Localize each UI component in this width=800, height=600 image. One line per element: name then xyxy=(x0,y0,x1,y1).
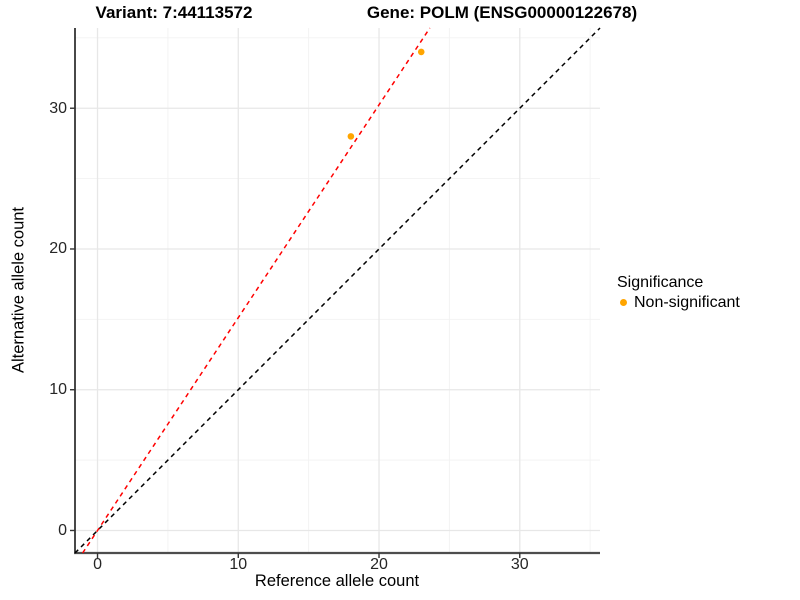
identity-line xyxy=(74,27,601,554)
variant-title: Variant: 7:44113572 xyxy=(95,3,253,22)
legend-point-marker xyxy=(620,299,627,306)
y-axis-title: Alternative allele count xyxy=(9,206,28,374)
x-tick-label: 0 xyxy=(93,556,102,573)
legend-title: Significance xyxy=(617,274,704,291)
x-tick-label: 20 xyxy=(370,556,388,573)
allelic-ratio-fit-line xyxy=(82,27,431,554)
y-tick-label: 20 xyxy=(49,240,67,258)
legend-item: Non-significant xyxy=(617,293,740,312)
x-tick-label: 10 xyxy=(229,556,248,573)
legend-item-label: Non-significant xyxy=(634,294,740,311)
y-tick-label: 0 xyxy=(58,521,67,539)
y-tick-label: 30 xyxy=(49,99,67,117)
gene-title: Gene: POLM (ENSG00000122678) xyxy=(366,3,638,22)
x-tick-label: 30 xyxy=(510,556,529,573)
x-axis-title: Reference allele count xyxy=(254,572,420,590)
y-tick-label: 10 xyxy=(49,381,67,399)
data-point xyxy=(347,133,355,140)
data-point xyxy=(417,48,425,56)
legend: Significance Non-significant xyxy=(617,273,740,312)
